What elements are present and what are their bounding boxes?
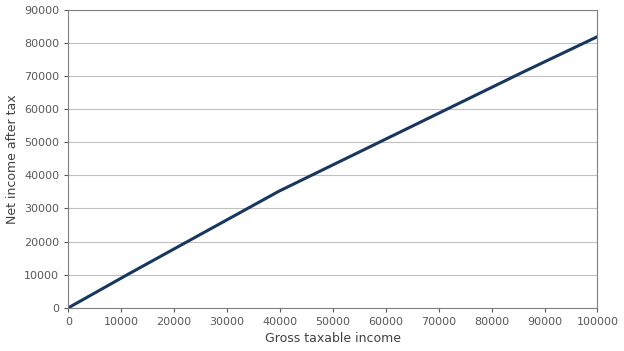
- X-axis label: Gross taxable income: Gross taxable income: [265, 332, 401, 345]
- Y-axis label: Net income after tax: Net income after tax: [6, 94, 19, 224]
